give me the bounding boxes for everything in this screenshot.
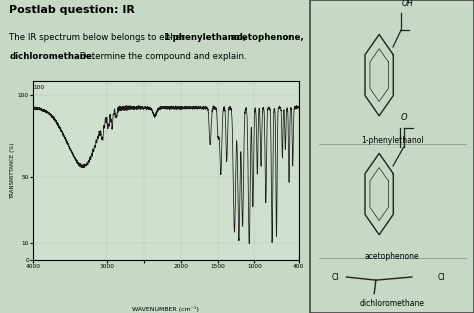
Text: 1-phenylethanol: 1-phenylethanol bbox=[361, 136, 424, 145]
Text: OH: OH bbox=[402, 0, 413, 8]
Text: O: O bbox=[401, 113, 407, 122]
Text: or: or bbox=[280, 33, 291, 42]
Text: The IR spectrum below belongs to either: The IR spectrum below belongs to either bbox=[9, 33, 188, 42]
Text: Postlab question: IR: Postlab question: IR bbox=[9, 5, 136, 15]
Text: Cl: Cl bbox=[438, 273, 445, 281]
Y-axis label: TRANSMITTANCE (%): TRANSMITTANCE (%) bbox=[10, 142, 15, 199]
Text: Cl: Cl bbox=[331, 273, 339, 281]
Text: dichloromethane: dichloromethane bbox=[360, 299, 425, 308]
Text: acetophenone,: acetophenone, bbox=[228, 33, 304, 42]
Text: dichloromethane.: dichloromethane. bbox=[9, 52, 96, 61]
Text: acetophenone: acetophenone bbox=[365, 252, 419, 261]
Text: WAVENUMBER (cm⁻¹): WAVENUMBER (cm⁻¹) bbox=[132, 306, 200, 312]
Text: 1-phenylethanol,: 1-phenylethanol, bbox=[163, 33, 246, 42]
Text: Determine the compound and explain.: Determine the compound and explain. bbox=[77, 52, 247, 61]
Text: 100: 100 bbox=[33, 85, 44, 90]
